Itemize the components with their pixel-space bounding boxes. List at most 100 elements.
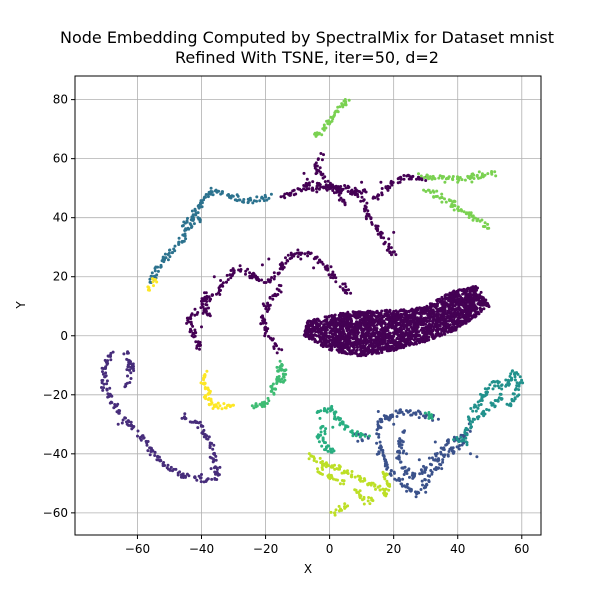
data-point (184, 227, 188, 231)
data-point (322, 153, 325, 157)
data-point (383, 488, 387, 492)
data-point (347, 98, 351, 102)
data-point (419, 468, 423, 472)
data-point (278, 263, 282, 266)
data-point (190, 312, 194, 316)
data-point (151, 277, 154, 281)
data-point (346, 469, 349, 473)
data-point (350, 470, 354, 473)
data-point (479, 392, 482, 396)
data-point (210, 477, 214, 481)
data-point (320, 444, 324, 448)
data-point (420, 336, 424, 339)
data-point (373, 314, 377, 318)
data-point (321, 176, 325, 180)
data-point (325, 318, 329, 322)
data-point (390, 253, 393, 257)
data-point (370, 315, 374, 319)
data-point (486, 226, 489, 230)
data-point (279, 195, 283, 199)
data-point (402, 312, 406, 316)
data-point (184, 237, 188, 241)
data-point (329, 276, 333, 279)
data-point (247, 198, 251, 202)
data-point (110, 394, 114, 398)
data-point (387, 313, 391, 317)
data-point (299, 188, 303, 192)
data-point (330, 332, 334, 336)
data-point (422, 414, 425, 418)
data-point (385, 467, 389, 471)
data-point (460, 319, 464, 323)
data-point (412, 320, 416, 324)
data-point (471, 314, 475, 318)
data-point (443, 197, 446, 201)
data-point (318, 166, 322, 170)
data-point (350, 473, 354, 477)
data-point (440, 333, 444, 337)
data-point (445, 312, 449, 316)
data-point (153, 278, 157, 282)
data-point (203, 375, 207, 379)
data-point (435, 189, 439, 193)
data-point (208, 455, 212, 459)
data-point (212, 275, 216, 279)
data-point (358, 435, 362, 438)
data-point (491, 380, 495, 383)
data-point (261, 302, 265, 306)
data-point (205, 294, 209, 298)
data-point (377, 450, 381, 454)
data-point (338, 482, 342, 486)
data-point (451, 291, 455, 295)
data-point (337, 191, 341, 195)
data-point (148, 288, 151, 292)
data-point (366, 209, 370, 213)
data-point (269, 389, 273, 393)
data-point (341, 349, 344, 353)
data-point (317, 340, 320, 344)
data-point (244, 269, 248, 273)
data-point (465, 433, 469, 437)
y-tick-label: 80 (53, 93, 68, 107)
data-point (364, 205, 368, 209)
data-point (330, 119, 334, 123)
data-point (322, 319, 326, 323)
data-point (218, 465, 222, 469)
data-point (497, 386, 501, 390)
data-point (190, 215, 194, 219)
data-point (319, 430, 323, 434)
data-point (420, 479, 424, 483)
data-point (356, 439, 360, 443)
data-point (435, 329, 439, 333)
data-point (361, 199, 365, 203)
data-point (457, 293, 460, 297)
data-point (386, 347, 390, 351)
data-point (429, 191, 433, 194)
data-point (348, 349, 352, 353)
data-point (342, 336, 346, 340)
data-point (509, 402, 512, 406)
data-point (346, 472, 350, 475)
y-tick-label: 60 (53, 152, 68, 166)
data-point (299, 257, 303, 261)
data-point (470, 300, 473, 304)
data-point (399, 176, 403, 180)
data-point (369, 216, 373, 220)
data-point (380, 193, 384, 197)
data-point (417, 458, 421, 462)
data-point (103, 358, 107, 362)
data-point (324, 446, 328, 450)
data-point (323, 180, 327, 184)
data-point (330, 406, 334, 410)
data-point (479, 403, 483, 406)
data-point (315, 164, 319, 168)
data-point (111, 350, 115, 354)
data-point (339, 196, 343, 200)
data-point (166, 253, 170, 256)
data-point (373, 332, 377, 336)
data-point (419, 488, 423, 491)
data-point (312, 266, 316, 270)
data-point (364, 215, 368, 218)
data-point (389, 469, 393, 472)
